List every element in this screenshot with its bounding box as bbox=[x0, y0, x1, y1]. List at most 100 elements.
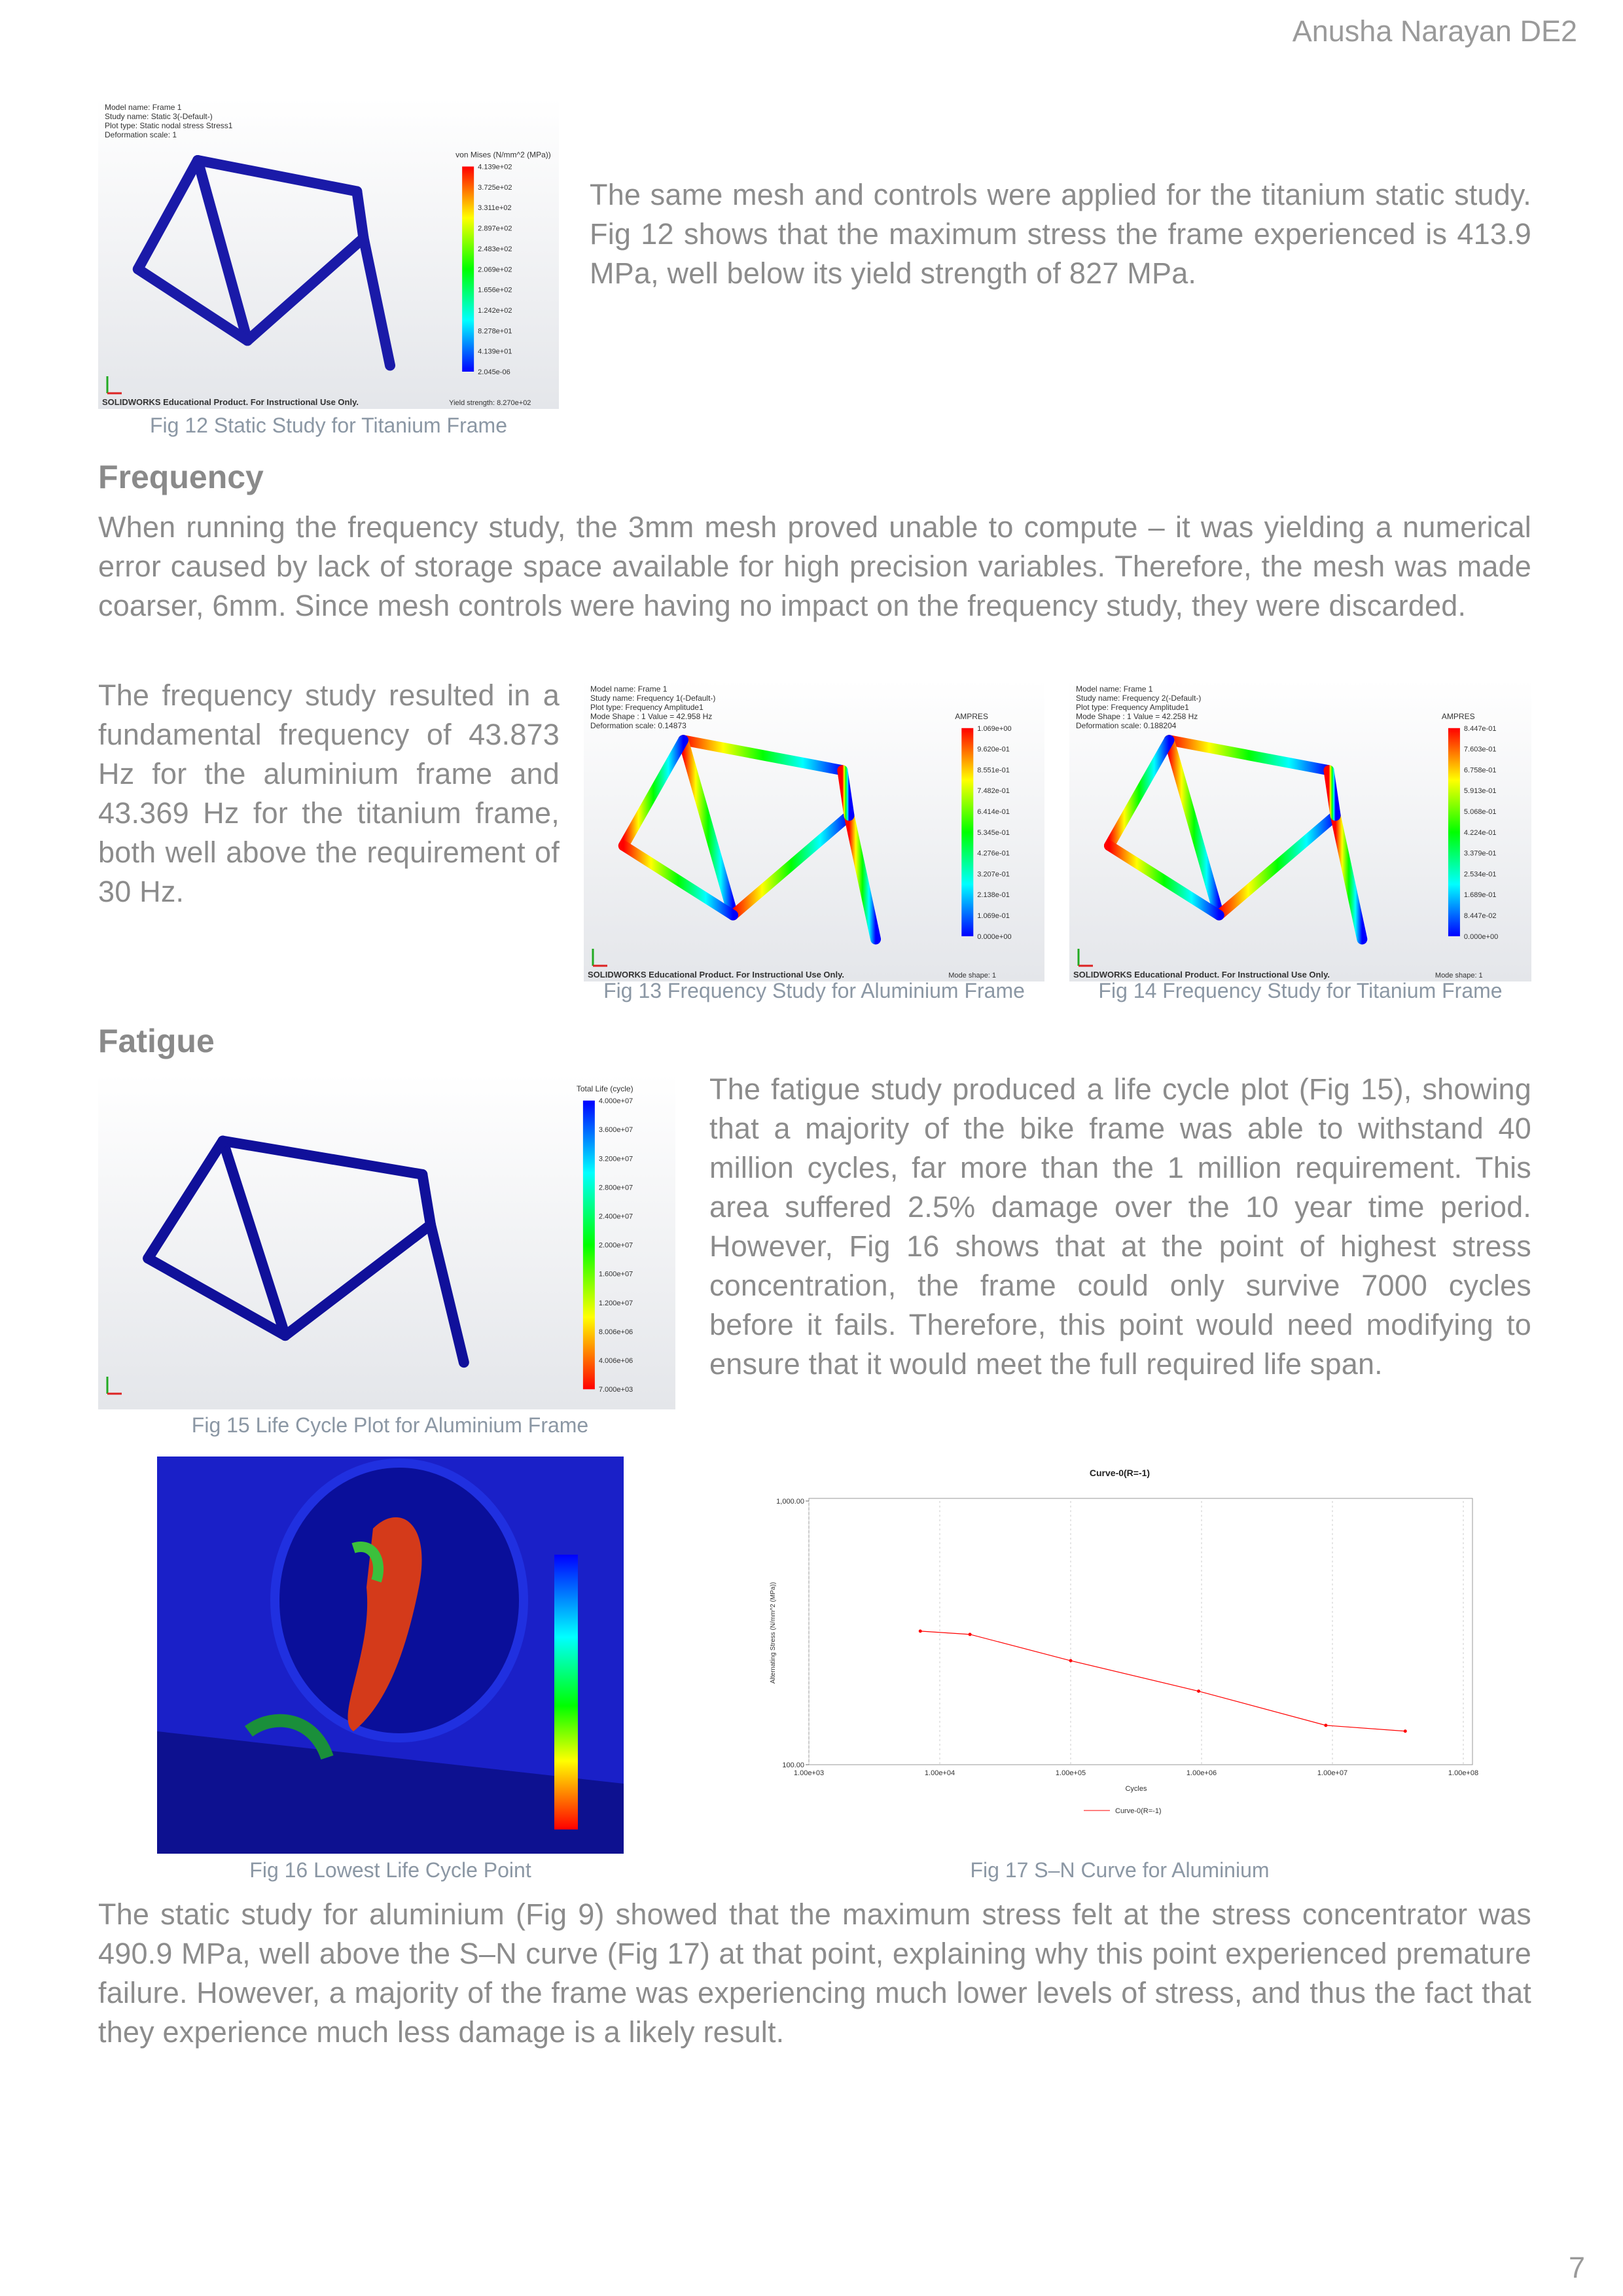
model-info: Plot type: Frequency Amplitude1 bbox=[590, 703, 704, 712]
legend-label: 0.000e+00 bbox=[977, 933, 1011, 941]
legend-label: 4.000e+07 bbox=[599, 1097, 633, 1105]
damage-zone bbox=[351, 1542, 384, 1583]
legend-label: 3.379e-01 bbox=[1464, 850, 1497, 858]
paragraph: The frequency study resulted in a fundam… bbox=[98, 679, 560, 908]
frame-tube bbox=[192, 155, 363, 197]
frame-tube bbox=[143, 1135, 228, 1264]
legend-label: 1.600e+07 bbox=[599, 1271, 633, 1279]
legend-label: 0.000e+00 bbox=[1464, 933, 1498, 941]
page-number: 7 bbox=[1568, 2251, 1585, 2284]
paragraph: The same mesh and controls were applied … bbox=[590, 178, 1531, 290]
frame-tube bbox=[728, 810, 855, 921]
legend-label: 2.483e+02 bbox=[478, 245, 512, 253]
chart-title: Curve-0(R=-1) bbox=[1090, 1468, 1150, 1478]
legend-label: 6.758e-01 bbox=[1464, 766, 1497, 774]
header-author: Anusha Narayan DE2 bbox=[1292, 14, 1577, 48]
legend-label: 1.689e-01 bbox=[1464, 891, 1497, 899]
data-point bbox=[918, 1629, 922, 1633]
legend-title: von Mises (N/mm^2 (MPa)) bbox=[455, 150, 551, 160]
colorbar bbox=[961, 728, 974, 936]
legend-label: 5.068e-01 bbox=[1464, 808, 1497, 816]
frame-tube bbox=[1164, 735, 1224, 921]
legend-label: 2.897e+02 bbox=[478, 225, 512, 233]
legend-label: 2.400e+07 bbox=[599, 1213, 633, 1221]
legend-label: 4.139e+01 bbox=[478, 348, 512, 356]
frame-tube bbox=[1103, 735, 1175, 851]
legend-note: Yield strength: 8.270e+02 bbox=[449, 399, 531, 407]
legend-label: 4.139e+02 bbox=[478, 164, 512, 171]
data-point bbox=[1324, 1723, 1328, 1727]
legend-label: 3.207e-01 bbox=[977, 870, 1010, 878]
x-axis-label: Cycles bbox=[1125, 1785, 1147, 1793]
legend-label: 2.800e+07 bbox=[599, 1184, 633, 1192]
legend-note: Mode shape: 1 bbox=[1435, 972, 1483, 980]
x-tick-label: 1.00e+07 bbox=[1317, 1769, 1347, 1777]
y-tick-label: 100.00 bbox=[782, 1761, 804, 1769]
legend-label: 4.006e+06 bbox=[599, 1357, 633, 1365]
legend-title: Total Life (cycle) bbox=[577, 1084, 633, 1093]
model-info: Study name: Static 3(-Default-) bbox=[105, 112, 213, 121]
watermark: SOLIDWORKS Educational Product. For Inst… bbox=[588, 970, 844, 980]
plot-area bbox=[808, 1498, 1473, 1765]
x-tick-label: 1.00e+05 bbox=[1056, 1769, 1086, 1777]
frame-tube bbox=[358, 232, 396, 371]
legend-label: 3.311e+02 bbox=[478, 204, 512, 212]
data-point bbox=[1069, 1659, 1073, 1663]
tube-shadow bbox=[157, 1731, 624, 1854]
legend-label: 7.482e-01 bbox=[977, 787, 1010, 795]
frame-tube bbox=[425, 1219, 469, 1368]
paragraph: The static study for aluminium (Fig 9) s… bbox=[98, 1898, 1531, 2049]
colorbar bbox=[462, 166, 474, 372]
figure-caption: Fig 12 Static Study for Titanium Frame bbox=[150, 414, 507, 437]
frame-tube bbox=[844, 810, 882, 945]
figure-caption: Fig 13 Frequency Study for Aluminium Fra… bbox=[603, 979, 1025, 1002]
legend-label: Curve-0(R=-1) bbox=[1115, 1807, 1162, 1815]
model-info: Deformation scale: 0.14873 bbox=[590, 721, 687, 730]
legend-label: 3.600e+07 bbox=[599, 1126, 633, 1134]
frame-tube bbox=[1213, 810, 1341, 921]
legend-label: 1.656e+02 bbox=[478, 287, 512, 294]
model-info: Mode Shape : 1 Value = 42.258 Hz bbox=[1076, 712, 1198, 721]
legend-label: 5.913e-01 bbox=[1464, 787, 1497, 795]
frame-tube bbox=[618, 840, 739, 921]
model-info: Model name: Frame 1 bbox=[105, 103, 182, 112]
legend-label: 2.045e-06 bbox=[478, 368, 510, 376]
legend-label: 5.345e-01 bbox=[977, 829, 1010, 837]
legend-label: 8.551e-01 bbox=[977, 766, 1010, 774]
legend-label: 7.000e+03 bbox=[599, 1386, 633, 1394]
frame-tube bbox=[192, 155, 253, 346]
sn-line bbox=[920, 1631, 1406, 1732]
legend-title: AMPRES bbox=[955, 712, 988, 721]
legend-label: 2.069e+02 bbox=[478, 266, 512, 274]
data-point bbox=[1403, 1729, 1407, 1733]
frame-tube bbox=[837, 765, 855, 821]
background bbox=[98, 98, 559, 409]
legend-label: 2.138e-01 bbox=[977, 891, 1010, 899]
section-heading: Fatigue bbox=[98, 1023, 215, 1059]
y-axis-label: Alternating Stress (N/mm^2 (MPa)) bbox=[770, 1582, 777, 1684]
model-info: Plot type: Frequency Amplitude1 bbox=[1076, 703, 1189, 712]
x-tick-label: 1.00e+06 bbox=[1186, 1769, 1217, 1777]
legend-label: 8.447e-02 bbox=[1464, 912, 1497, 920]
model-info: Deformation scale: 0.188204 bbox=[1076, 721, 1177, 730]
frame-tube bbox=[1330, 810, 1368, 945]
frame-tube bbox=[242, 232, 369, 346]
figure-image: Total Life (cycle) 4.000e+07 3.600e+07 3.20… bbox=[98, 1074, 675, 1409]
frame-tube bbox=[279, 1219, 437, 1341]
frame-tube bbox=[217, 1135, 291, 1341]
data-point bbox=[1197, 1689, 1201, 1693]
frame-tube bbox=[1323, 765, 1341, 821]
paragraph: The fatigue study produced a life cycle … bbox=[709, 1072, 1531, 1381]
frame-tube bbox=[678, 735, 739, 921]
model-info: Mode Shape : 1 Value = 42.958 Hz bbox=[590, 712, 712, 721]
figure-caption: Fig 17 S–N Curve for Aluminium bbox=[970, 1858, 1270, 1882]
frame-tube bbox=[678, 735, 848, 776]
paragraph: When running the frequency study, the 3m… bbox=[98, 510, 1531, 622]
watermark: SOLIDWORKS Educational Product. For Inst… bbox=[102, 397, 359, 407]
frame-tube bbox=[143, 1253, 291, 1341]
legend-label: 1.069e+00 bbox=[977, 725, 1011, 733]
frame-tube bbox=[1103, 840, 1224, 921]
